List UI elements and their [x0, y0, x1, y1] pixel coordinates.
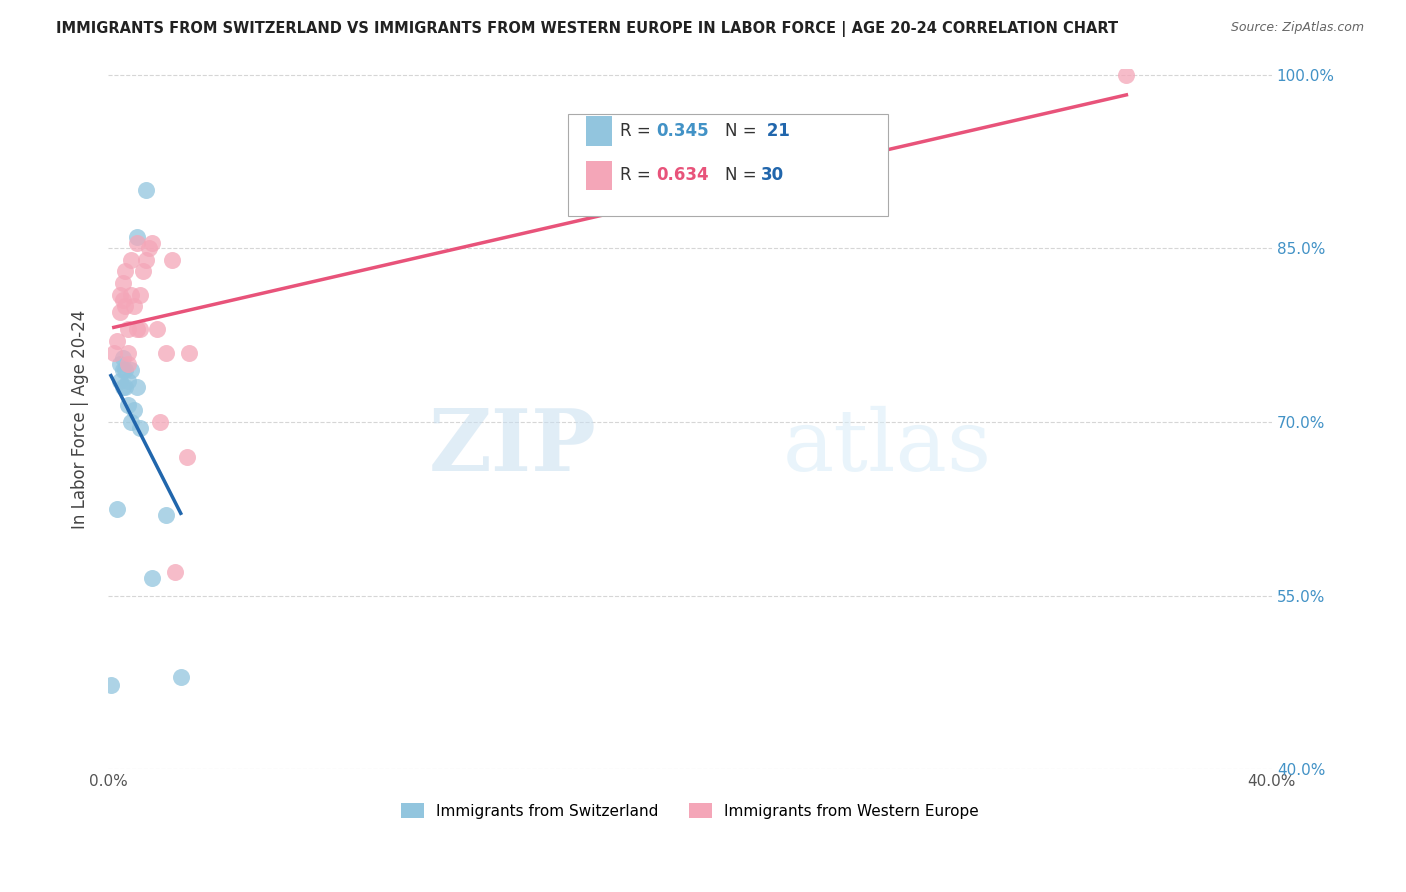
Point: [141, 235, 163, 250]
Text: R =: R =: [620, 166, 657, 185]
Point: [160, 252, 183, 267]
Point: [170, 670, 193, 684]
Point: [127, 380, 149, 394]
Text: N =: N =: [725, 122, 762, 140]
Point: [117, 345, 139, 359]
Text: 0.634: 0.634: [657, 166, 709, 185]
Point: [129, 421, 152, 435]
Point: [176, 450, 198, 464]
Bar: [586, 161, 612, 190]
Text: R =: R =: [620, 122, 657, 140]
Point: [122, 299, 145, 313]
Point: [108, 287, 131, 301]
Point: [120, 252, 142, 267]
Point: [103, 345, 125, 359]
Point: [111, 363, 134, 377]
Point: [114, 299, 136, 313]
Text: Source: ZipAtlas.com: Source: ZipAtlas.com: [1230, 21, 1364, 34]
Text: N =: N =: [725, 166, 762, 185]
Point: [108, 375, 131, 389]
Point: [122, 403, 145, 417]
Point: [105, 501, 128, 516]
Point: [135, 252, 157, 267]
Bar: [586, 117, 612, 146]
Point: [111, 351, 134, 366]
Point: [117, 322, 139, 336]
Point: [127, 235, 149, 250]
Point: [155, 345, 177, 359]
Point: [132, 264, 155, 278]
Point: [1115, 68, 1137, 82]
Point: [149, 415, 172, 429]
Point: [108, 357, 131, 371]
Point: [114, 363, 136, 377]
Point: [120, 363, 142, 377]
Text: 21: 21: [761, 122, 790, 140]
Point: [114, 380, 136, 394]
Point: [127, 322, 149, 336]
Point: [105, 334, 128, 348]
Point: [163, 566, 186, 580]
FancyBboxPatch shape: [568, 114, 887, 216]
Point: [117, 357, 139, 371]
Text: atlas: atlas: [783, 406, 993, 489]
Point: [117, 398, 139, 412]
Point: [120, 415, 142, 429]
Point: [138, 241, 160, 255]
Point: [117, 375, 139, 389]
Point: [129, 322, 152, 336]
Y-axis label: In Labor Force | Age 20-24: In Labor Force | Age 20-24: [72, 310, 89, 529]
Point: [135, 183, 157, 197]
Point: [108, 305, 131, 319]
Point: [141, 571, 163, 585]
Legend: Immigrants from Switzerland, Immigrants from Western Europe: Immigrants from Switzerland, Immigrants …: [395, 797, 986, 825]
Point: [114, 264, 136, 278]
Text: ZIP: ZIP: [429, 405, 596, 489]
Point: [120, 287, 142, 301]
Point: [179, 345, 201, 359]
Point: [146, 322, 169, 336]
Text: 30: 30: [761, 166, 785, 185]
Point: [111, 293, 134, 308]
Point: [129, 287, 152, 301]
Text: IMMIGRANTS FROM SWITZERLAND VS IMMIGRANTS FROM WESTERN EUROPE IN LABOR FORCE | A: IMMIGRANTS FROM SWITZERLAND VS IMMIGRANT…: [56, 21, 1118, 37]
Text: 0.345: 0.345: [657, 122, 709, 140]
Point: [111, 276, 134, 290]
Point: [111, 380, 134, 394]
Point: [127, 229, 149, 244]
Point: [100, 678, 122, 692]
Point: [155, 508, 177, 522]
